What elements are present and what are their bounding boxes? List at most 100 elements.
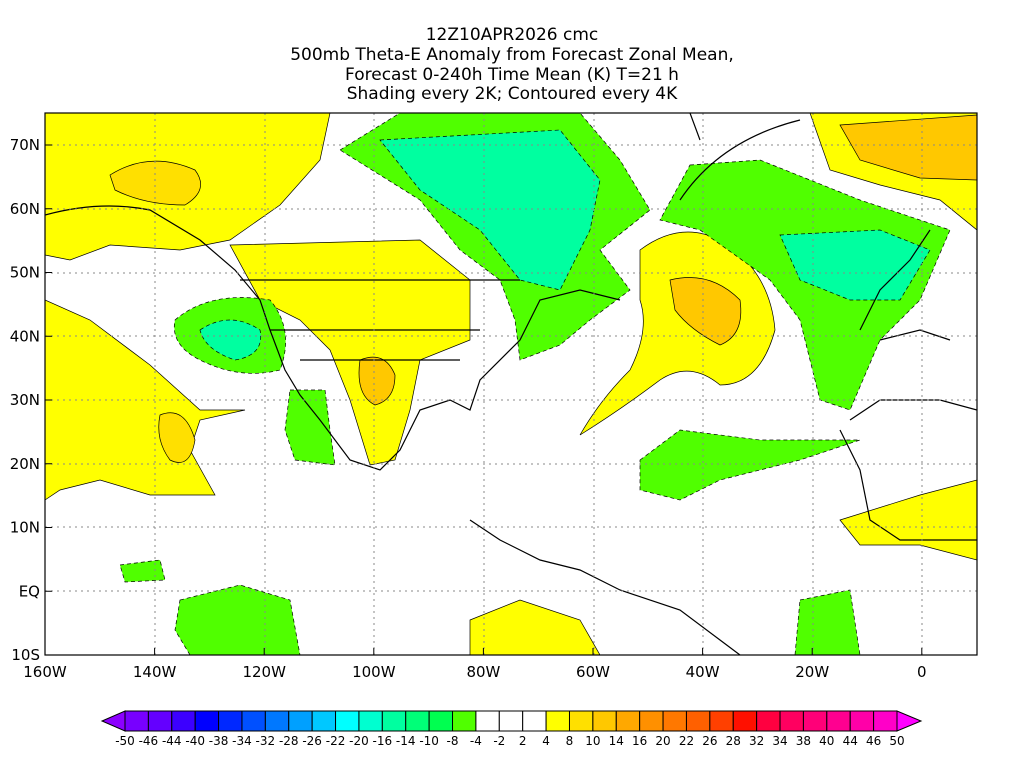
colorbar-swatch <box>639 710 664 732</box>
colorbar-swatch <box>288 710 313 732</box>
x-tick-label: 40W <box>686 663 720 681</box>
x-tick-label: 60W <box>576 663 610 681</box>
colorbar-swatch <box>592 710 617 732</box>
colorbar-label: -50 <box>115 734 135 748</box>
y-tick-label: 40N <box>10 327 40 345</box>
anomaly-region-canada-core <box>379 129 601 291</box>
colorbar-swatch <box>756 710 781 732</box>
colorbar-swatch <box>264 710 290 732</box>
colorbar-label: 4 <box>542 734 550 748</box>
anomaly-region-pacific-core <box>158 412 196 463</box>
colorbar-label: -44 <box>162 734 182 748</box>
anomaly-region-west-us-core <box>199 319 262 361</box>
colorbar-label: 38 <box>796 734 811 748</box>
colorbar-swatch <box>147 710 173 732</box>
colorbar-swatch <box>709 710 734 732</box>
anomaly-region-mexico <box>284 389 336 466</box>
x-tick-label: 100W <box>352 663 396 681</box>
colorbar-label: 22 <box>679 734 694 748</box>
anomaly-region-south-america <box>469 599 601 655</box>
colorbar-label: 8 <box>566 734 574 748</box>
colorbar-label: -2 <box>493 734 505 748</box>
y-tick-label: 20N <box>10 455 40 473</box>
colorbar-swatch <box>241 710 266 732</box>
anomaly-region-atlantic-core <box>669 277 742 346</box>
colorbar-label: 44 <box>843 734 858 748</box>
colorbar-label: -46 <box>139 734 159 748</box>
y-tick-label: 60N <box>10 200 40 218</box>
colorbar-swatch <box>802 710 828 732</box>
colorbar-swatch <box>522 710 547 732</box>
y-tick-label: 30N <box>10 391 40 409</box>
coastlines <box>45 113 977 655</box>
colorbar-swatch <box>826 710 851 732</box>
y-tick-label: 70N <box>10 136 40 154</box>
title-line-1: 12Z10APR2026 cmc <box>425 25 599 45</box>
y-tick-label: 10S <box>11 646 40 664</box>
colorbar-swatch <box>849 710 875 732</box>
colorbar-swatch <box>124 710 149 732</box>
title-line-3: Forecast 0-240h Time Mean (K) T=21 h <box>345 65 679 85</box>
colorbar-swatch <box>405 710 430 732</box>
colorbar-label: 32 <box>749 734 764 748</box>
colorbar-label: -4 <box>470 734 482 748</box>
gridlines <box>45 113 977 655</box>
anomaly-region-north-atlantic <box>659 159 951 411</box>
colorbar-label: -10 <box>419 734 439 748</box>
colorbar-label: 16 <box>632 734 647 748</box>
colorbar-swatch <box>452 710 477 732</box>
colorbar-swatch <box>873 710 898 732</box>
colorbar-label: 10 <box>585 734 600 748</box>
x-tick-label: 80W <box>466 663 500 681</box>
y-tick-label: EQ <box>19 582 40 600</box>
x-tick-label: 20W <box>795 663 829 681</box>
anomaly-region-hawaii <box>119 559 166 583</box>
colorbar-label: 14 <box>609 734 624 748</box>
colorbar-swatch <box>475 710 500 732</box>
colorbar: -50 -46 -44 -40 -38 -34 -32 -28 -26 -22 -20 -16 -14-… <box>100 710 923 748</box>
colorbar-high-arrow <box>896 710 923 732</box>
anomaly-region-north-atlantic-core <box>779 229 931 301</box>
colorbar-swatch <box>218 710 243 732</box>
plot-frame <box>44 112 978 656</box>
colorbar-label: -22 <box>326 734 346 748</box>
x-tick-label: 0 <box>917 663 927 681</box>
colorbar-label: -8 <box>447 734 459 748</box>
colorbar-label: 50 <box>889 734 904 748</box>
anomaly-region-eastern-atlantic <box>794 589 861 655</box>
colorbar-label: 40 <box>819 734 834 748</box>
anomaly-region-subtropical-atlantic <box>639 429 861 501</box>
colorbar-swatch <box>498 710 524 732</box>
colorbar-swatch <box>568 710 594 732</box>
colorbar-label: -16 <box>373 734 393 748</box>
anomaly-region-tropical-pacific <box>174 584 301 655</box>
colorbar-label: 20 <box>655 734 670 748</box>
colorbar-swatch <box>662 710 687 732</box>
x-tick-label: 120W <box>242 663 286 681</box>
colorbar-label: 46 <box>866 734 881 748</box>
colorbar-swatch <box>311 710 337 732</box>
colorbar-swatch <box>381 710 407 732</box>
colorbar-swatch <box>545 710 570 732</box>
colorbar-label: -28 <box>279 734 299 748</box>
anomaly-region-texas-core <box>358 356 396 406</box>
colorbar-label: -14 <box>396 734 416 748</box>
colorbar-label: -38 <box>209 734 229 748</box>
colorbar-label: -34 <box>232 734 252 748</box>
colorbar-swatch <box>732 710 758 732</box>
colorbar-swatch <box>358 710 383 732</box>
colorbar-swatch <box>685 710 711 732</box>
colorbar-swatch <box>335 710 360 732</box>
title-line-4: Shading every 2K; Contoured every 4K <box>346 84 678 104</box>
colorbar-swatch <box>194 710 220 732</box>
colorbar-swatch <box>428 710 454 732</box>
colorbar-swatch <box>779 710 804 732</box>
colorbar-label: 26 <box>702 734 717 748</box>
x-tick-label: 160W <box>23 663 67 681</box>
anomaly-region-alaska-core <box>109 160 201 206</box>
colorbar-label: -32 <box>256 734 276 748</box>
colorbar-label: -40 <box>185 734 205 748</box>
colorbar-label: -26 <box>302 734 322 748</box>
colorbar-label: 2 <box>519 734 527 748</box>
